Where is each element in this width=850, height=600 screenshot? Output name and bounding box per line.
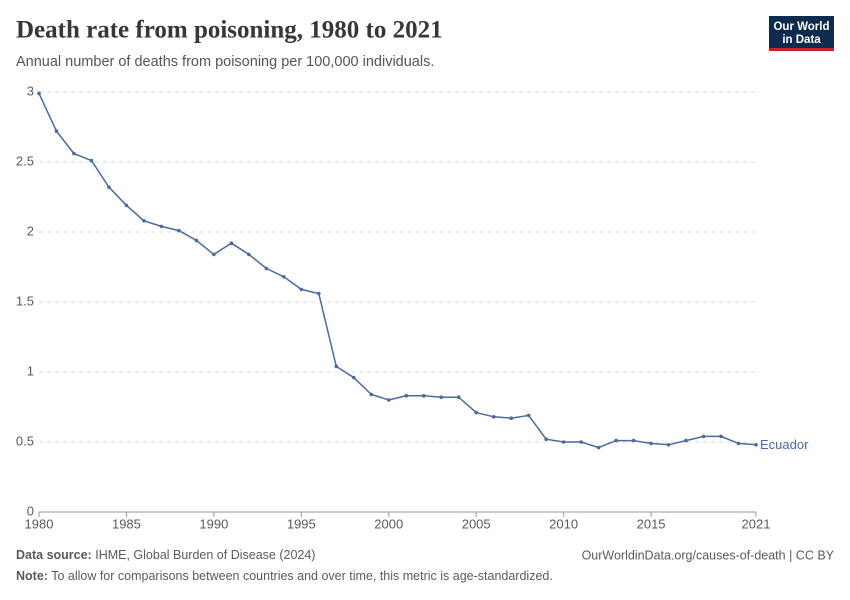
point	[614, 438, 618, 443]
point	[194, 238, 199, 243]
point	[509, 416, 513, 421]
x-tick-label: 2021	[742, 516, 771, 531]
point	[596, 445, 601, 450]
point	[124, 203, 129, 208]
logo-text[interactable]: Our World	[773, 21, 829, 33]
x-tick-label: 1995	[287, 516, 316, 531]
point	[72, 151, 76, 156]
note-text: To allow for comparisons between countri…	[51, 569, 553, 583]
y-tick-label: 2.5	[16, 153, 34, 168]
point	[719, 434, 723, 439]
point	[701, 434, 706, 439]
point	[491, 415, 496, 419]
x-tick-label: 2000	[374, 516, 403, 531]
point	[579, 440, 583, 444]
point	[264, 266, 269, 271]
chart-subtitle: Annual number of deaths from poisoning p…	[16, 54, 434, 70]
chart-title: Death rate from poisoning, 1980 to 2021	[16, 17, 443, 44]
point	[351, 375, 356, 380]
point	[754, 443, 758, 447]
point	[474, 410, 478, 415]
point	[684, 438, 688, 443]
point	[439, 395, 444, 400]
point	[561, 440, 566, 444]
note: Note: To allow for comparisons between c…	[16, 569, 553, 583]
logo-stripe	[769, 48, 834, 51]
point	[649, 441, 653, 446]
point	[247, 252, 251, 257]
point	[159, 224, 164, 229]
y-tick-label: 1.5	[16, 293, 34, 308]
point	[37, 91, 41, 96]
source: Data source: IHME, Global Burden of Dise…	[16, 548, 315, 562]
x-tick-label: 1985	[112, 516, 141, 531]
logo-text[interactable]: in Data	[782, 34, 821, 46]
point	[334, 364, 339, 369]
point	[299, 287, 304, 292]
series-label: Ecuador	[760, 437, 809, 452]
point	[89, 158, 94, 163]
source-url[interactable]: OurWorldinData.org/causes-of-death | CC …	[582, 548, 835, 562]
point	[369, 392, 374, 397]
logo[interactable]: Our World in Data	[769, 16, 834, 51]
point	[54, 129, 59, 133]
point	[666, 443, 671, 447]
point	[736, 441, 741, 446]
point	[212, 252, 216, 257]
point	[526, 413, 531, 418]
note-label: Note:	[16, 569, 48, 583]
point	[421, 394, 426, 398]
point	[282, 275, 286, 279]
x-tick-label: 1990	[199, 516, 228, 531]
x-tick-label: 2015	[637, 516, 666, 531]
source-label: Data source:	[16, 548, 92, 562]
x-tick-label: 2005	[462, 516, 491, 531]
point	[317, 291, 321, 296]
point	[177, 228, 181, 233]
point	[229, 241, 234, 245]
source-text: IHME, Global Burden of Disease (2024)	[95, 548, 315, 562]
point	[631, 438, 636, 443]
y-tick-label: 0.5	[16, 433, 34, 448]
y-tick-label: 3	[27, 83, 34, 98]
y-tick-label: 0	[27, 503, 34, 518]
point	[142, 219, 146, 223]
point	[456, 395, 461, 400]
logo-box[interactable]	[769, 16, 834, 50]
y-tick-label: 1	[27, 363, 34, 378]
point	[404, 394, 409, 398]
point	[107, 185, 111, 189]
line	[38, 93, 757, 449]
point	[386, 398, 391, 402]
x-tick-label: 1980	[25, 516, 54, 531]
point	[544, 437, 548, 442]
x-tick-label: 2010	[549, 516, 578, 531]
y-tick-label: 2	[27, 223, 34, 238]
